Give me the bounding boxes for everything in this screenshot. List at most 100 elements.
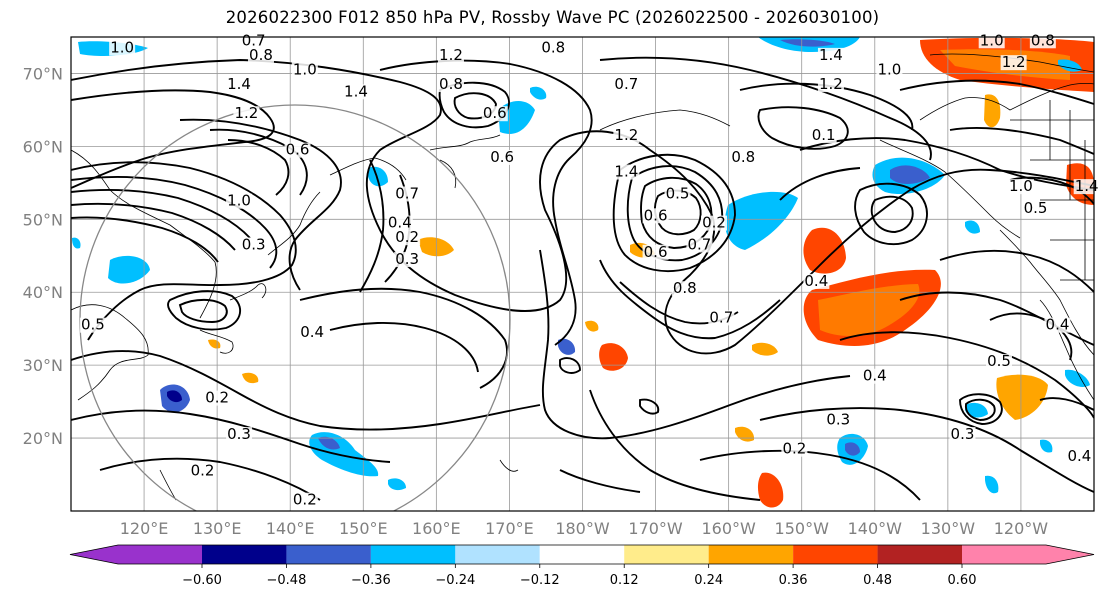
graticule — [71, 37, 1094, 511]
shade-patch — [72, 237, 81, 249]
contour-label-bg — [781, 441, 808, 457]
lon-label: 180°W — [555, 519, 610, 538]
contour-label: 0.4 — [1067, 447, 1091, 465]
contour-label-bg — [299, 324, 326, 340]
contour-label: 0.5 — [987, 352, 1011, 370]
contour-label: 0.8 — [673, 279, 697, 297]
contour-label: 0.5 — [1024, 199, 1048, 217]
contour-label: 1.4 — [227, 75, 251, 93]
contour-label-bg — [664, 186, 691, 202]
contour-label-bg — [233, 106, 260, 122]
contour-label: 1.4 — [819, 46, 843, 64]
contour-label-bg — [109, 40, 136, 56]
lon-label: 160°E — [412, 519, 461, 538]
shade-patch — [242, 372, 259, 384]
lon-label: 140°W — [848, 519, 903, 538]
shade-patch — [599, 343, 628, 371]
contour-label-bg — [810, 128, 837, 144]
contour-label: 0.2 — [395, 228, 419, 246]
shade-patch — [530, 86, 547, 100]
pv-contours — [71, 56, 1094, 501]
contour-label-bg — [642, 208, 669, 224]
contour-label: 0.7 — [709, 308, 733, 326]
contour-label: 0.4 — [804, 272, 828, 290]
contour-label: 0.5 — [81, 316, 105, 334]
shade-patch — [167, 390, 182, 403]
contour-label-bg — [226, 193, 253, 209]
shade-patch — [208, 339, 221, 349]
lon-label: 150°W — [775, 519, 830, 538]
contour-label: 0.7 — [614, 75, 638, 93]
contour-label-bg — [817, 77, 844, 93]
contour-label-bg — [1044, 317, 1071, 333]
contour-label-bg — [394, 230, 421, 246]
contour-label: 1.0 — [293, 60, 317, 78]
contour-label: 1.2 — [614, 126, 638, 144]
colorbar-segment — [539, 545, 625, 564]
contour-label-bg — [1007, 179, 1034, 195]
contour-label: 0.4 — [1046, 316, 1070, 334]
contour-label: 0.6 — [644, 206, 668, 224]
contour-label-bg — [730, 149, 757, 165]
contour-label-bg — [613, 164, 640, 180]
contour-label: 1.2 — [1002, 53, 1026, 71]
contour-label-bg — [240, 237, 267, 253]
contour-label-bg — [394, 186, 421, 202]
shade-patch — [368, 166, 388, 187]
lon-label: 170°W — [628, 519, 683, 538]
colorbar-segment — [624, 545, 709, 564]
contour-label: 0.1 — [812, 126, 836, 144]
lon-label: 150°E — [339, 519, 388, 538]
contour-label: 0.8 — [541, 39, 565, 57]
contour-label: 0.7 — [395, 184, 419, 202]
contour-label: 1.0 — [1009, 177, 1033, 195]
contour-label-bg — [803, 273, 830, 289]
colorbar-tick-label: 0.12 — [610, 573, 639, 588]
contour-label-bg — [386, 215, 413, 231]
colorbar-segment — [370, 545, 456, 564]
shade-patch — [1065, 369, 1090, 387]
contour-label-bg — [189, 463, 216, 479]
colorbar-tick-label: 0.36 — [779, 573, 808, 588]
contour-label: 1.0 — [877, 60, 901, 78]
reference-circle — [79, 104, 511, 511]
contour-label: 0.2 — [191, 462, 215, 480]
contour-label-bg — [613, 77, 640, 93]
shade-patch — [757, 472, 784, 508]
latitude-labels: 70°N 60°N 50°N 40°N 30°N 20°N — [23, 64, 63, 448]
contour-label: 0.3 — [227, 425, 251, 443]
contour-label-bg — [861, 368, 888, 384]
contour-label: 0.8 — [1031, 31, 1055, 49]
contour-label: 0.2 — [702, 214, 726, 232]
contour-label: 0.2 — [782, 440, 806, 458]
contour-label-bg — [481, 106, 508, 122]
colorbar-tick-label: −0.48 — [267, 573, 307, 588]
contour-label: 1.2 — [819, 75, 843, 93]
contour-label-bg — [79, 317, 106, 333]
colorbar-tick-label: 0.24 — [694, 573, 723, 588]
shade-patch — [890, 165, 930, 184]
shade-patch — [1040, 439, 1053, 453]
lat-label: 30°N — [23, 356, 63, 375]
contour-label-bg — [437, 47, 464, 63]
contour-label-bg — [284, 142, 311, 158]
colorbar-tick-label: 0.48 — [863, 573, 892, 588]
contour-label-bg — [817, 47, 844, 63]
contour-label-bg — [708, 310, 735, 326]
shade-patch — [965, 402, 988, 418]
shade-patch — [735, 426, 755, 442]
shade-patch — [585, 320, 599, 332]
contour-label: 0.4 — [863, 367, 887, 385]
lat-label: 70°N — [23, 64, 63, 83]
contour-label-bg — [671, 281, 698, 297]
contour-label: 0.3 — [242, 235, 266, 253]
shade-patch — [803, 227, 846, 274]
shade-patch — [965, 220, 980, 234]
lat-label: 20°N — [23, 429, 63, 448]
contour-label-bg — [701, 215, 728, 231]
colorbar-segment — [962, 545, 1046, 564]
lon-label: 140°E — [266, 519, 315, 538]
contour-label-bg — [1022, 201, 1049, 217]
contour-label-bg — [489, 149, 516, 165]
